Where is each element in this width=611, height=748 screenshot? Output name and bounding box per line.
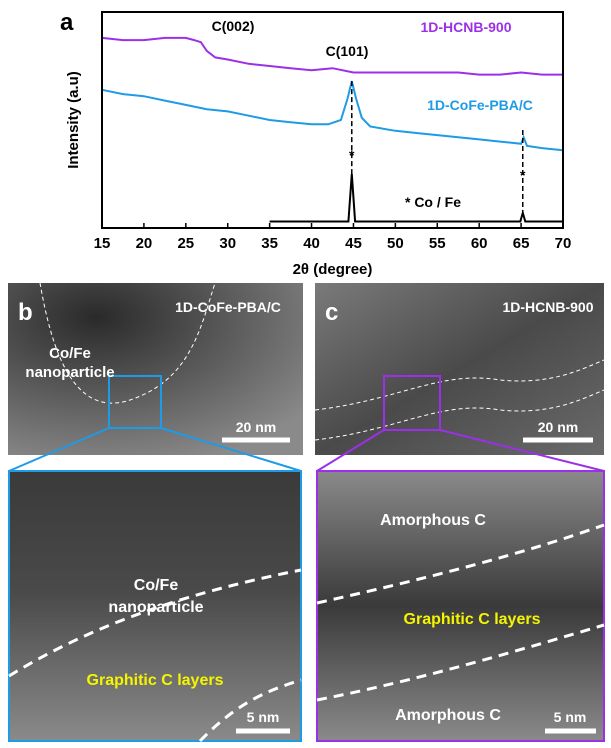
x-tick-label: 50 [387,235,404,252]
panel-title: 1D-HCNB-900 [502,299,593,315]
peak-marker: * [520,167,526,183]
xrd-chart: a * * 15 20 25 30 35 40 45 50 55 60 65 70 2θ (degree) In… [60,9,571,278]
region-label: Amorphous C [395,707,501,724]
tem-image [8,283,303,455]
x-tick-label: 30 [219,235,236,252]
x-tick-label: 70 [555,235,572,252]
zoom-line [160,427,302,472]
boundary [314,359,605,411]
boundary [314,389,605,441]
boundary [8,568,302,678]
scale-label: 5 nm [247,709,280,725]
region-label: nanoparticle [108,599,203,616]
zoom-box [383,375,441,431]
x-tick-label: 40 [303,235,320,252]
region-label: nanoparticle [25,364,114,381]
x-axis-label: 2θ (degree) [293,261,373,278]
panel-letter: a [60,9,74,36]
plot-frame [101,11,564,229]
series-line [101,80,564,152]
x-tick-label: 20 [136,235,153,252]
panel-title: 1D-CoFe-PBA/C [175,299,281,315]
region-label: Amorphous C [380,512,486,529]
peak-marker: * [349,147,355,163]
legend-label: 1D-HCNB-900 [420,19,511,35]
y-axis-label: Intensity (a.u) [65,71,82,169]
tem-zoom-image [316,470,605,742]
zoom-box [108,375,162,429]
zoom-line [8,427,110,472]
scale-label: 5 nm [554,709,587,725]
scale-label: 20 nm [236,419,276,435]
legend-label: * Co / Fe [405,194,461,210]
zoom-line [316,429,385,472]
x-tick-label: 25 [177,235,194,252]
legend-label: 1D-CoFe-PBA/C [427,97,533,113]
tem-image [315,283,604,455]
tem-zoom-image [8,470,302,742]
series-line [101,36,563,76]
region-label: Graphitic C layers [87,672,224,689]
boundary [198,678,302,743]
peak-annotation: C(002) [212,18,255,34]
boundary [39,282,216,404]
x-tick-label: 45 [345,235,362,252]
panel-letter: c [325,299,338,326]
scale-label: 20 nm [538,419,578,435]
x-tick-label: 65 [513,235,530,252]
peak-annotation: C(101) [326,43,369,59]
x-tick-label: 60 [471,235,488,252]
x-tick-label: 15 [94,235,111,252]
panel-letter: b [18,299,33,326]
series-line [269,173,563,223]
tem-panels: b 1D-CoFe-PBA/C 20 nm Co/Fe nanoparticle Co/F… [8,282,605,743]
region-label: Co/Fe [49,345,91,362]
region-label: Co/Fe [134,577,179,594]
x-tick-label: 35 [261,235,278,252]
boundary [316,523,605,605]
x-tick-label: 55 [429,235,446,252]
zoom-line [439,429,605,472]
region-label: Graphitic C layers [404,611,541,628]
boundary [316,623,605,702]
